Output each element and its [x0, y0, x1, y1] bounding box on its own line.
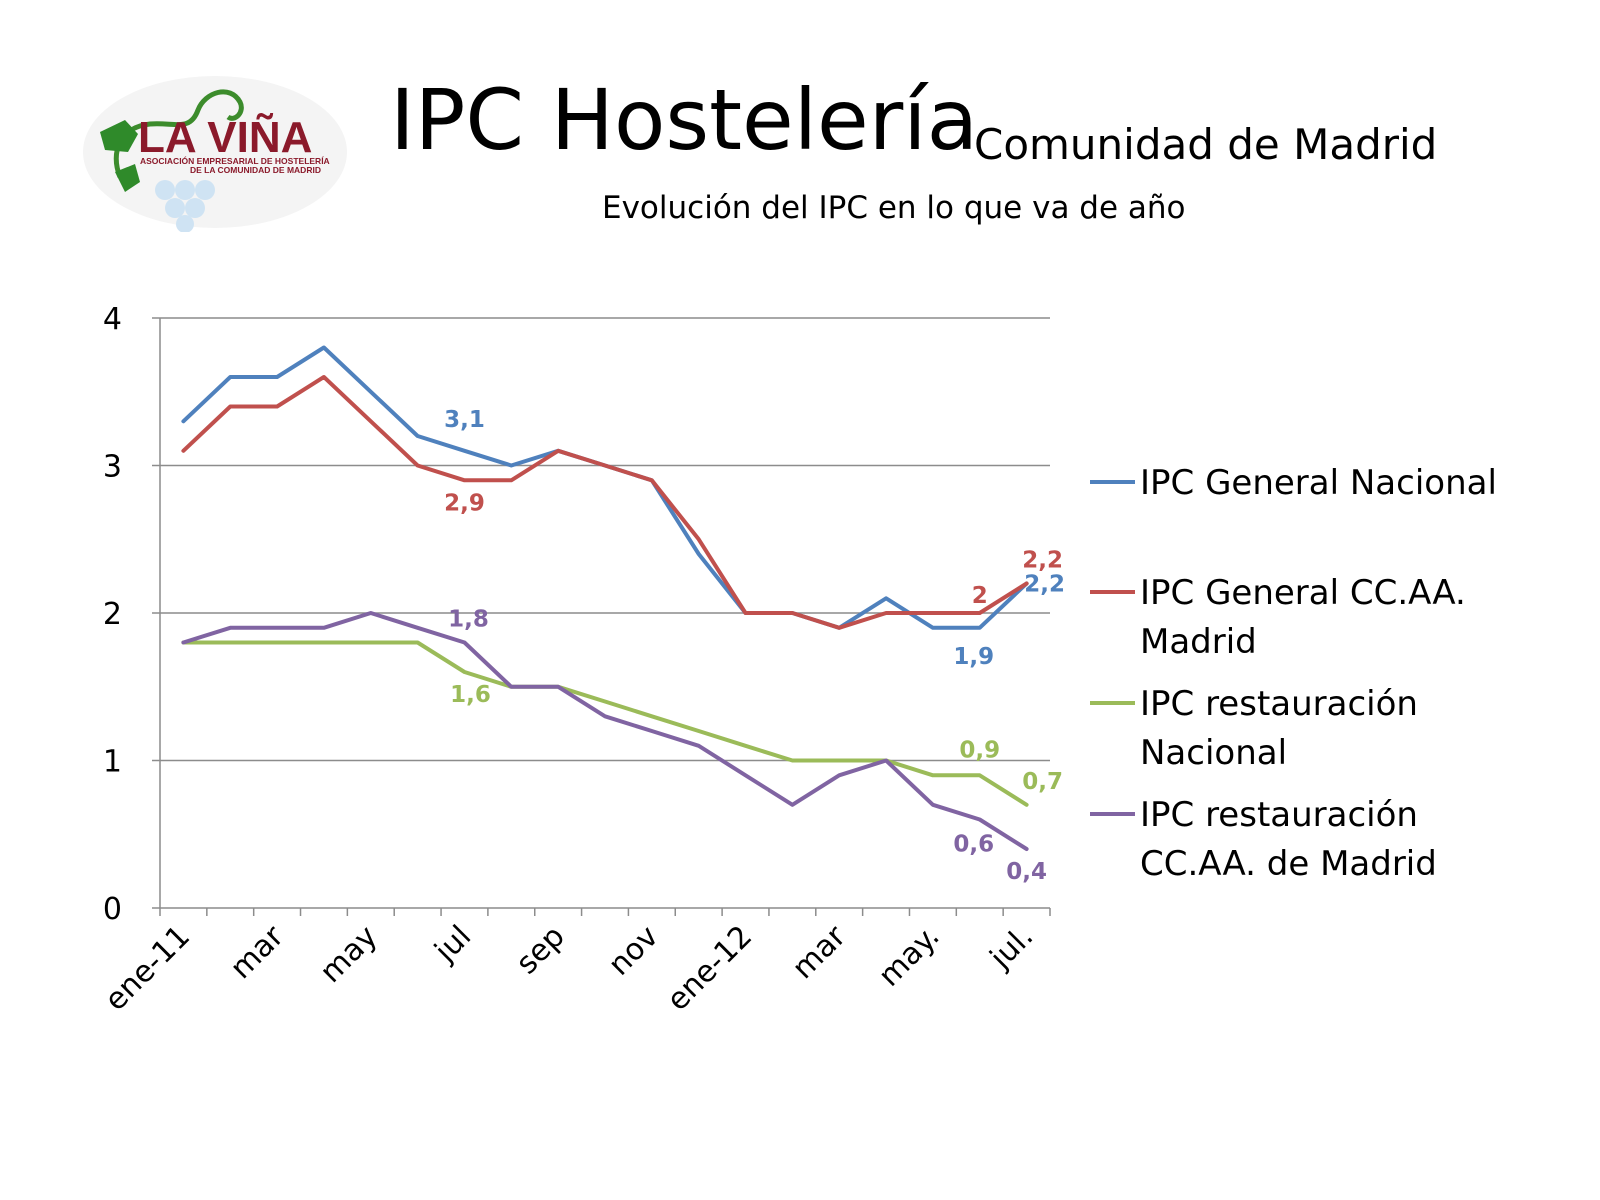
x-tick-label: may [313, 919, 384, 990]
data-label: 1,9 [953, 644, 994, 670]
x-tick-label: ene-11 [98, 919, 197, 1018]
legend-label: CC.AA. de Madrid [1140, 844, 1437, 884]
x-tick-label: mar [224, 918, 292, 986]
page-title-region: Comunidad de Madrid [974, 120, 1438, 169]
data-label: 2,9 [444, 490, 485, 516]
legend-label: IPC General CC.AA. [1140, 573, 1466, 613]
series-line [181, 611, 1029, 851]
y-tick-label: 2 [103, 597, 122, 632]
data-label: 1,8 [448, 607, 489, 633]
legend-label: Nacional [1140, 733, 1287, 773]
logo-name: LA VIÑA [138, 112, 312, 162]
data-label: 0,9 [959, 737, 1000, 763]
x-tick-label: may. [872, 919, 947, 994]
y-tick-label: 1 [103, 745, 122, 780]
data-label: 2,2 [1022, 548, 1063, 574]
page-title: IPC Hostelería [390, 71, 979, 169]
legend-label: IPC General Nacional [1140, 463, 1497, 503]
data-label: 2 [972, 583, 988, 609]
series-line [181, 640, 1029, 807]
data-label: 2,2 [1024, 572, 1065, 598]
series-line [181, 345, 1029, 630]
data-label: 1,6 [450, 682, 491, 708]
x-tick-label: jul. [983, 919, 1040, 976]
x-tick-label: jul [427, 919, 478, 970]
y-tick-label: 0 [103, 892, 122, 927]
x-tick-label: ene-12 [660, 919, 759, 1018]
x-tick-label: sep [509, 919, 571, 981]
data-labels: 3,1 1,9 2,2 2,9 2 2,2 1,6 0,9 0,7 1,8 0,6 0,4 [444, 407, 1065, 885]
legend-label: IPC restauración [1140, 795, 1418, 835]
data-label: 0,6 [953, 832, 994, 858]
logo-line1: ASOCIACIÓN EMPRESARIAL DE HOSTELERÍA [140, 155, 330, 166]
data-label: 3,1 [444, 407, 485, 433]
chart-gridlines [160, 317, 1050, 762]
la-vina-logo: LA VIÑA ASOCIACIÓN EMPRESARIAL DE HOSTEL… [83, 76, 347, 232]
chart-subtitle: Evolución del IPC en lo que va de año [602, 190, 1186, 226]
data-label: 0,4 [1006, 859, 1047, 885]
logo-line2: DE LA COMUNIDAD DE MADRID [190, 165, 321, 175]
y-tick-label: 4 [103, 302, 122, 337]
data-label: 0,7 [1022, 769, 1063, 795]
x-tick-label: mar [786, 918, 854, 986]
legend-label: Madrid [1140, 622, 1257, 662]
chart-legend: IPC General Nacional IPC General CC.AA. Ma… [1090, 463, 1497, 884]
legend-label: IPC restauración [1140, 684, 1418, 724]
chart-series [181, 345, 1029, 851]
x-tick-label: nov [602, 919, 666, 983]
series-line [181, 375, 1029, 630]
y-axis-ticks: 0 1 2 3 4 [103, 302, 160, 927]
y-tick-label: 3 [103, 450, 122, 485]
